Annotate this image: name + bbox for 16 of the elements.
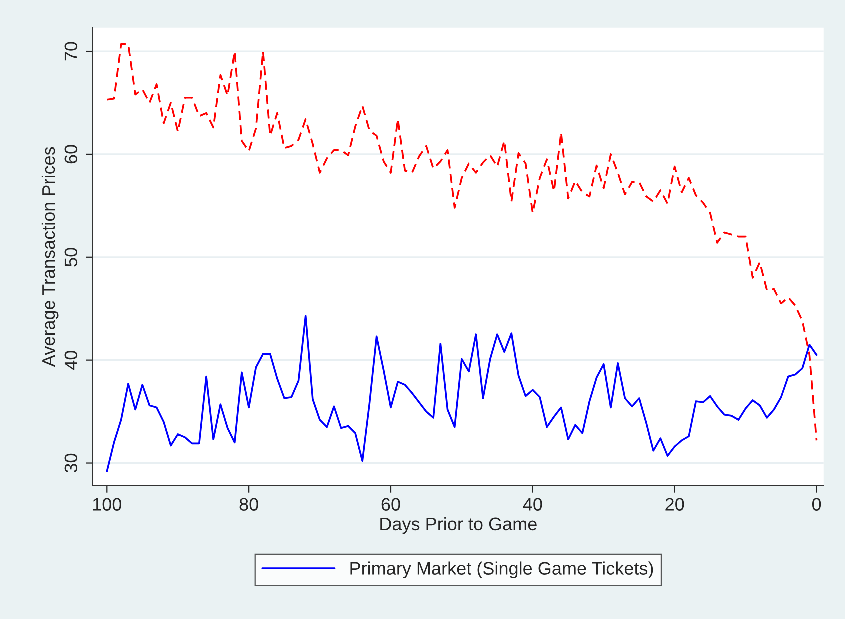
line-series xyxy=(106,43,818,442)
y-tick-label: 70 xyxy=(64,42,78,61)
y-tick-label: 30 xyxy=(64,454,78,473)
x-tick-label: 40 xyxy=(523,498,542,511)
x-axis-title: Days Prior to Game xyxy=(380,517,537,534)
x-tick-label: 80 xyxy=(240,498,258,511)
legend-label: Primary Market (Single Game Tickets) xyxy=(350,562,654,579)
x-tick-label: 20 xyxy=(666,498,684,511)
y-axis-title: Average Transaction Prices xyxy=(42,147,59,368)
x-tick-label: 0 xyxy=(812,498,822,511)
x-tick-label: 100 xyxy=(93,498,122,511)
line-series xyxy=(106,315,818,472)
x-tick-label: 60 xyxy=(382,498,400,511)
y-tick-label: 60 xyxy=(64,145,78,164)
y-tick-label: 40 xyxy=(64,351,78,370)
y-tick-label: 50 xyxy=(64,248,78,267)
